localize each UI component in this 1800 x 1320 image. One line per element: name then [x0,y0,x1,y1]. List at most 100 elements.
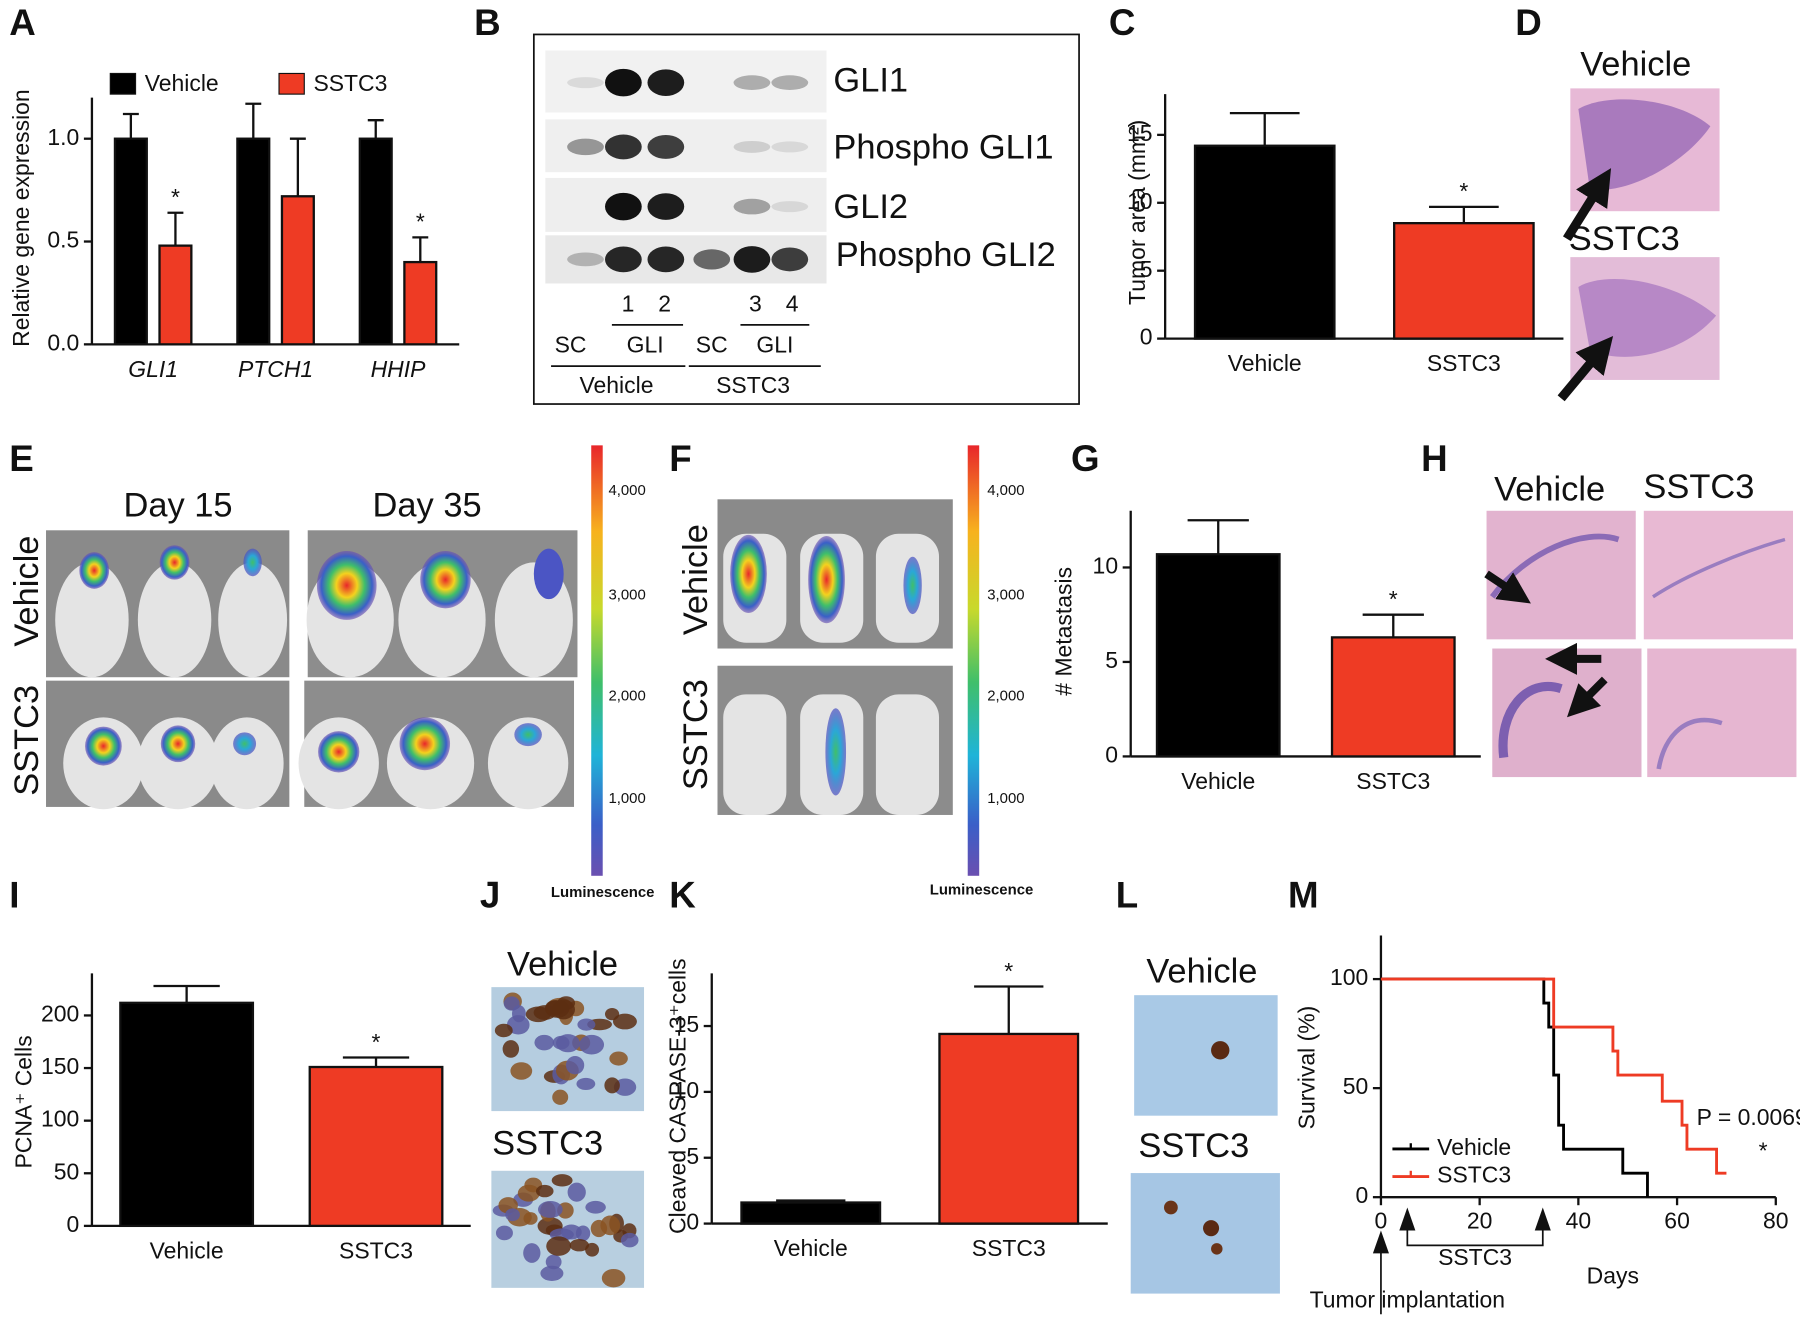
blot-band [647,193,685,220]
blot-strip [545,119,827,173]
apoptotic-cell [1164,1200,1178,1215]
annotation: P = 0.0069 [1697,1104,1800,1130]
row-label: SSTC3 [8,685,46,796]
nucleus [569,1239,590,1252]
bar [236,137,271,346]
mouse [210,717,284,810]
blot-band [647,69,685,96]
tumor-region [1578,99,1711,191]
group-label: SC [555,332,587,358]
apoptotic-cell [1203,1220,1220,1237]
blot-frame [532,33,1080,405]
bar [1393,222,1535,340]
panel-letter: L [1116,874,1138,915]
error-bar [342,1056,410,1067]
signal [399,717,451,771]
signal [233,732,257,756]
nucleus [604,1077,620,1094]
day-label: Day 15 [123,486,232,524]
row-label: Vehicle [8,536,46,647]
x-tick-label: HHIP [371,356,427,382]
error-bar [289,137,306,197]
blot-band [733,198,771,215]
colorbar-label: Luminescence [551,884,655,901]
x-tick-label: Vehicle [1181,768,1255,794]
signal [903,556,922,615]
colorbar-tick: 1,000 [608,790,645,807]
bar [358,137,393,346]
panel-letter: K [669,874,696,915]
x-tick-label: Vehicle [774,1235,848,1261]
y-tick-label: 15 [1127,120,1153,146]
signal [85,726,122,766]
blot-band [771,75,809,90]
western-blot: GLI1 Phospho GLI1 GLI2 Phospho GLI2 1 2 … [532,33,1080,405]
band-label: Phospho GLI1 [833,128,1053,166]
error-bar [412,236,429,263]
nucleus [510,1062,533,1080]
nucleus [612,1013,637,1030]
signal [514,723,542,747]
nucleus [535,1184,554,1198]
image-label: Vehicle [1146,952,1257,990]
x-tick-label: GLI1 [128,356,178,382]
day-label: Day 35 [373,486,482,524]
error-bar [1187,519,1249,555]
panel-letter: G [1071,438,1100,479]
error-bar [974,985,1044,1034]
image-label: Vehicle [1494,470,1605,508]
lane-number: 1 [622,290,635,316]
nucleus [601,1268,626,1288]
x-axis-label: Days [1587,1263,1639,1289]
y-axis-label: PCNA⁺ Cells [10,1035,36,1168]
nucleus [556,1034,580,1053]
blot-band [733,75,771,90]
x-tick-label: 0 [1375,1207,1388,1233]
stained-nuclei [492,992,639,1288]
blot-band [647,246,685,273]
significance: * [416,209,425,235]
x-tick-label: 40 [1566,1207,1592,1233]
panel-letter: E [9,438,34,479]
arrow [1567,676,1608,718]
blot-band [605,68,642,97]
treatment-label: SSTC3 [716,372,790,398]
y-tick-label: 10 [674,1077,700,1103]
colorbar [967,445,980,876]
nucleus [534,1034,554,1051]
nucleus [620,1232,639,1248]
error-bar [167,211,184,246]
blot-band [567,77,604,89]
annotation: * [1759,1137,1768,1163]
colorbar-tick: 2,000 [987,688,1024,705]
group-label: SC [696,332,728,358]
image-label: SSTC3 [1643,468,1754,506]
blot-band [733,140,771,153]
nucleus [503,996,520,1011]
nucleus [546,1236,572,1256]
y-tick-label: 0 [686,1209,699,1235]
tissue-fold [1498,682,1563,759]
y-axis-label: Tumor area (mm²) [1124,120,1150,305]
colorbar-tick: 3,000 [987,587,1024,604]
blot-band [771,141,809,153]
mouse [137,562,212,678]
y-tick-label: 10 [1093,553,1119,579]
band-label: GLI1 [833,62,908,100]
image-label: Vehicle [507,946,618,984]
x-tick-label: 20 [1467,1207,1493,1233]
y-axis-label: Relative gene expression [8,89,34,347]
signal [316,550,377,620]
panel-letter: A [9,2,36,43]
panel-letter: I [9,874,19,915]
nucleus [600,1215,621,1236]
blot-band [771,201,809,213]
panel-letter: D [1515,2,1542,43]
nucleus [551,1174,573,1187]
y-tick-label: 0 [1105,741,1118,767]
y-tick-label: 50 [54,1158,80,1184]
y-tick-label: 100 [1330,964,1368,990]
nucleus [545,1000,570,1018]
signal [160,725,196,763]
